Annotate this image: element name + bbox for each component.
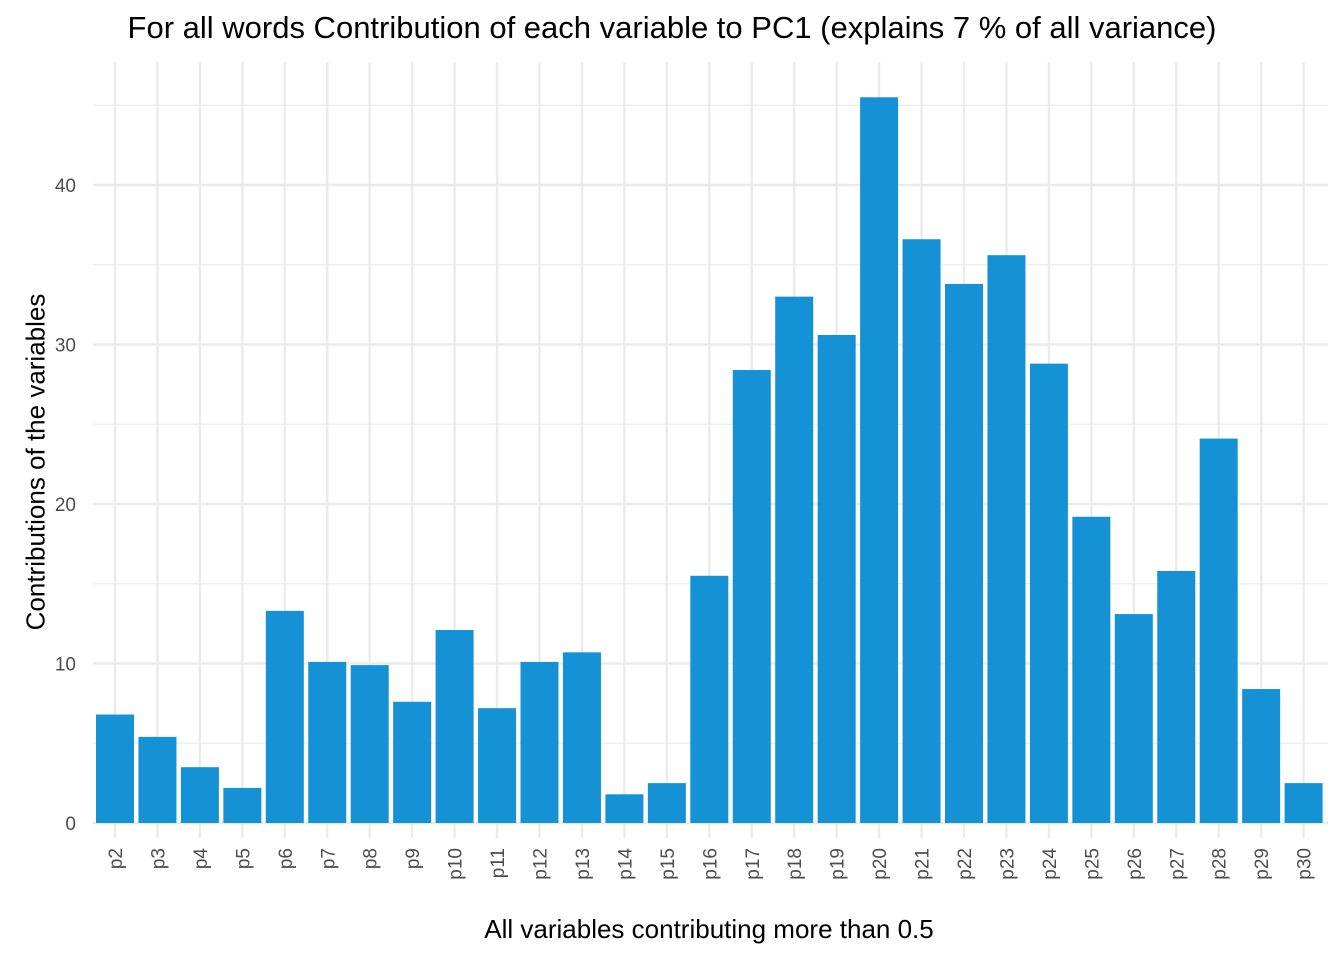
y-axis-label: Contributions of the variables xyxy=(20,293,51,631)
x-tick-label-p2: p2 xyxy=(106,848,127,869)
bar-p15 xyxy=(647,783,686,823)
x-tick-label-p3: p3 xyxy=(148,848,169,869)
bar-p14 xyxy=(605,794,644,823)
bar-p24 xyxy=(1029,363,1068,823)
bar-p8 xyxy=(350,665,389,823)
x-tick-label-p24: p24 xyxy=(1040,848,1061,880)
bar-p28 xyxy=(1199,438,1238,823)
x-tick-label-p18: p18 xyxy=(785,848,806,880)
bar-p12 xyxy=(520,661,559,823)
x-tick-label-p29: p29 xyxy=(1252,848,1273,880)
x-tick-label-p26: p26 xyxy=(1125,848,1146,880)
bar-p29 xyxy=(1242,689,1281,823)
y-tick-label: 0 xyxy=(65,814,76,835)
x-tick-label-p27: p27 xyxy=(1167,848,1188,880)
bar-p13 xyxy=(562,652,601,823)
x-tick-label-p15: p15 xyxy=(658,848,679,880)
x-tick-label-p19: p19 xyxy=(828,848,849,880)
bar-p27 xyxy=(1157,570,1196,823)
x-tick-label-p13: p13 xyxy=(573,848,594,880)
bar-p25 xyxy=(1072,516,1111,823)
bar-p2 xyxy=(96,714,134,823)
bar-p11 xyxy=(478,708,517,823)
x-tick-label-p25: p25 xyxy=(1082,848,1103,880)
x-tick-label-p30: p30 xyxy=(1295,848,1316,880)
x-tick-label-p6: p6 xyxy=(276,848,297,869)
bar-p26 xyxy=(1114,614,1153,823)
bar-p21 xyxy=(902,239,941,824)
y-tick-label: 40 xyxy=(55,176,76,197)
x-tick-label-p9: p9 xyxy=(403,848,424,869)
x-tick-label-p20: p20 xyxy=(870,848,891,880)
bar-p3 xyxy=(138,736,177,823)
y-tick-label: 30 xyxy=(55,336,76,357)
x-tick-label-p10: p10 xyxy=(446,848,467,880)
bar-p20 xyxy=(860,97,899,823)
x-tick-label-p12: p12 xyxy=(531,848,552,880)
bar-p30 xyxy=(1284,783,1323,823)
x-tick-label-p23: p23 xyxy=(997,848,1018,880)
bar-p6 xyxy=(265,610,304,823)
x-axis-label: All variables contributing more than 0.5 xyxy=(484,914,934,944)
bar-p23 xyxy=(987,255,1026,823)
chart-title: For all words Contribution of each varia… xyxy=(127,10,1217,45)
bar-p16 xyxy=(690,575,729,823)
bar-p5 xyxy=(223,787,262,823)
bar-p9 xyxy=(393,701,432,823)
bar-p22 xyxy=(945,283,983,823)
x-tick-label-p22: p22 xyxy=(955,848,976,880)
x-tick-label-p17: p17 xyxy=(743,848,764,880)
bar-p17 xyxy=(732,370,771,823)
x-tick-label-p21: p21 xyxy=(913,848,934,880)
x-tick-label-p4: p4 xyxy=(191,848,212,870)
bar-p18 xyxy=(775,296,814,823)
y-tick-label: 10 xyxy=(55,655,76,676)
bar-p10 xyxy=(435,630,474,823)
x-tick-label-p7: p7 xyxy=(318,848,339,869)
x-tick-label-p14: p14 xyxy=(615,848,636,880)
x-tick-label-p28: p28 xyxy=(1210,848,1231,880)
bar-p7 xyxy=(308,661,347,823)
x-tick-label-p11: p11 xyxy=(488,848,509,878)
y-tick-label: 20 xyxy=(55,495,76,516)
bar-p19 xyxy=(817,334,856,823)
x-tick-label-p16: p16 xyxy=(700,848,721,880)
x-tick-label-p8: p8 xyxy=(361,848,382,869)
bar-p4 xyxy=(180,767,219,823)
x-tick-label-p5: p5 xyxy=(233,848,254,869)
